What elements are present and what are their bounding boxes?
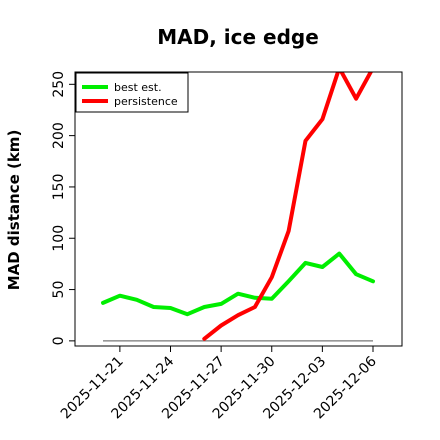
y-tick-label: 100 [51, 225, 67, 252]
x-axis: 2025-11-212025-11-242025-11-272025-11-30… [58, 346, 380, 422]
y-tick-label: 50 [51, 281, 67, 299]
legend-label: best est. [114, 81, 162, 94]
chart-title: MAD, ice edge [157, 25, 319, 49]
y-tick-label: 150 [51, 174, 67, 201]
y-axis: 0 50 100 150 200 250 [51, 71, 75, 345]
legend-box [75, 72, 189, 113]
y-tick-label: 200 [51, 122, 67, 149]
plot-frame [74, 71, 403, 347]
series-line-0 [101, 251, 375, 317]
y-axis-label: MAD distance (km) [5, 130, 23, 291]
y-tick-label: 250 [51, 71, 67, 98]
legend-label: persistence [114, 95, 178, 108]
legend: best est.persistence [75, 72, 189, 113]
series-line-1 [202, 72, 374, 341]
y-tick-label: 0 [51, 336, 67, 345]
